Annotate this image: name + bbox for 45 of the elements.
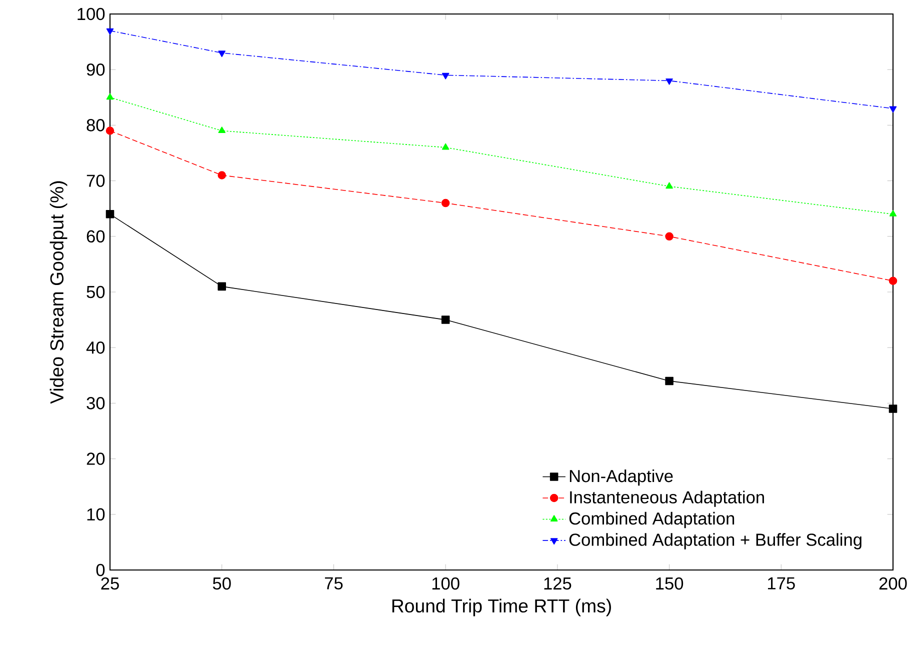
legend-label: Combined Adaptation	[569, 512, 734, 528]
point	[218, 282, 226, 291]
point	[889, 106, 897, 113]
x-tick-label: 175	[768, 577, 795, 590]
point	[441, 316, 450, 324]
point	[442, 72, 450, 80]
y-tick-label: 20	[86, 452, 105, 465]
point	[106, 28, 114, 35]
x-tick-label: 75	[324, 577, 343, 590]
point	[665, 376, 674, 386]
point	[106, 126, 114, 135]
point	[666, 182, 673, 189]
point	[888, 404, 898, 413]
x-tick-label: 150	[656, 577, 684, 590]
point	[889, 210, 897, 216]
point	[666, 78, 673, 85]
point	[218, 50, 226, 58]
x-tick-label: 50	[212, 577, 231, 590]
legend-label: Non-Adaptive	[570, 469, 673, 486]
y-tick-label: 90	[86, 63, 105, 76]
point	[218, 126, 226, 134]
x-tick-label: 200	[879, 577, 907, 590]
y-tick-label: 50	[86, 286, 105, 298]
legend-label: Combined Adaptation + Buffer Scaling	[569, 533, 862, 550]
y-tick-label: 80	[86, 119, 105, 132]
y-tick-label: 60	[86, 230, 105, 243]
point	[106, 93, 114, 100]
y-tick-label: 30	[86, 397, 105, 410]
y-tick-label: 10	[87, 508, 105, 521]
y-tick-label: 40	[86, 341, 105, 354]
y-tick-label: 0	[96, 564, 105, 576]
x-tick-label: 25	[101, 577, 119, 590]
point	[442, 143, 450, 150]
point	[218, 171, 226, 180]
x-axis-title: Round Trip Time RTT (ms)	[392, 598, 611, 616]
x-tick-label: 125	[544, 577, 572, 590]
y-axis-title: Video Stream Goodput (%)	[50, 181, 68, 404]
y-tick-label: 100	[78, 8, 105, 20]
point	[441, 198, 450, 208]
legend-label: Instanteneous Adaptation	[570, 490, 764, 507]
point	[106, 210, 114, 218]
point	[665, 232, 674, 241]
point	[888, 276, 898, 286]
x-tick-label: 100	[432, 577, 460, 590]
y-tick-label: 70	[86, 174, 105, 187]
